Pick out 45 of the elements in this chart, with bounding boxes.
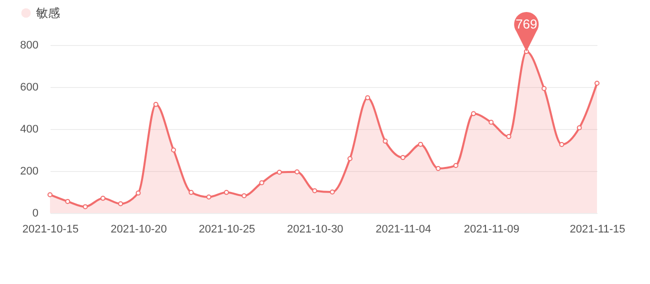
y-tick-label: 800 <box>20 40 38 52</box>
point <box>136 190 141 196</box>
point <box>559 142 564 148</box>
x-tick-label: 2021-10-20 <box>110 224 167 236</box>
point <box>242 193 247 198</box>
point <box>436 166 441 171</box>
point <box>206 194 212 200</box>
x-tick-label: 2021-11-09 <box>464 224 520 236</box>
point <box>188 190 194 195</box>
x-tick-label: 2021-11-04 <box>376 224 432 236</box>
y-tick-label: 0 <box>32 208 38 220</box>
point <box>276 170 282 175</box>
point <box>118 201 124 206</box>
point <box>65 198 70 204</box>
point <box>171 148 176 152</box>
point <box>347 156 352 162</box>
point <box>153 102 158 107</box>
point <box>365 95 370 100</box>
point <box>259 180 264 186</box>
point <box>294 169 300 174</box>
point <box>48 192 52 198</box>
legend-label: 敏感 <box>36 6 60 20</box>
point <box>576 125 582 130</box>
point <box>453 163 458 168</box>
point <box>100 196 106 201</box>
point <box>330 190 335 194</box>
point <box>224 190 229 195</box>
point <box>400 155 406 160</box>
y-tick-label: 200 <box>20 166 38 178</box>
point <box>418 142 424 147</box>
x-tick-label: 2021-11-15 <box>570 224 626 236</box>
point <box>506 134 512 140</box>
point <box>594 80 600 86</box>
point <box>82 204 88 210</box>
point <box>382 138 388 144</box>
x-tick-label: 2021-10-30 <box>287 224 344 236</box>
y-tick-label: 400 <box>20 124 38 136</box>
point <box>488 120 494 125</box>
point <box>542 86 547 91</box>
point <box>312 188 318 194</box>
annotation: 769 <box>516 16 538 32</box>
x-tick-label: 2021-10-25 <box>198 224 256 236</box>
point <box>470 111 476 116</box>
x-tick-label: 2021-10-15 <box>22 224 79 236</box>
y-tick-label: 600 <box>20 82 38 94</box>
